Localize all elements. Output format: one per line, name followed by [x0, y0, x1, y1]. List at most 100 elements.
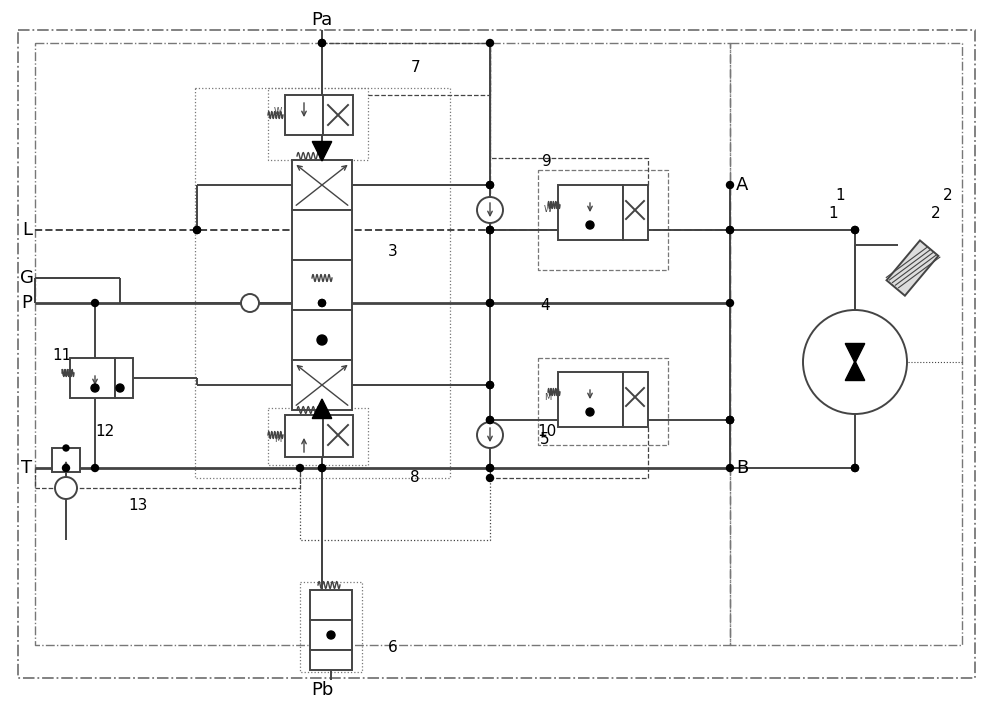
Circle shape — [318, 299, 326, 306]
Circle shape — [318, 40, 326, 47]
Bar — [292, 160, 352, 210]
Circle shape — [477, 197, 503, 223]
Text: T: T — [21, 459, 33, 477]
Text: 5: 5 — [540, 432, 550, 447]
Bar — [285, 95, 323, 135]
Bar — [292, 310, 352, 360]
Text: 4: 4 — [540, 298, 550, 313]
Circle shape — [726, 464, 734, 471]
Circle shape — [726, 416, 734, 423]
Bar — [52, 448, 80, 472]
Polygon shape — [312, 399, 332, 418]
Circle shape — [55, 477, 77, 499]
Circle shape — [726, 416, 734, 423]
Text: 1: 1 — [835, 189, 845, 203]
Circle shape — [726, 416, 734, 423]
Text: 11: 11 — [52, 347, 72, 362]
Circle shape — [317, 335, 327, 345]
Circle shape — [726, 182, 734, 189]
Bar — [310, 650, 352, 670]
Circle shape — [852, 464, 858, 471]
Text: M: M — [274, 435, 282, 445]
Circle shape — [194, 226, 200, 233]
Bar — [623, 185, 648, 240]
Circle shape — [486, 182, 494, 189]
Text: 13: 13 — [128, 498, 148, 513]
Bar — [292, 260, 352, 310]
Polygon shape — [312, 142, 332, 161]
Circle shape — [318, 464, 326, 471]
Bar — [323, 95, 353, 135]
Circle shape — [486, 464, 494, 471]
Text: L: L — [22, 221, 32, 239]
Bar — [310, 590, 352, 620]
Circle shape — [486, 474, 494, 481]
Circle shape — [318, 299, 326, 306]
Circle shape — [92, 299, 98, 306]
Bar — [292, 360, 352, 410]
Circle shape — [726, 226, 734, 233]
Text: B: B — [736, 459, 748, 477]
Text: Pa: Pa — [311, 11, 333, 29]
Circle shape — [318, 40, 326, 47]
Text: 1: 1 — [828, 206, 838, 220]
Bar — [115, 358, 133, 398]
Circle shape — [194, 226, 200, 233]
Circle shape — [486, 299, 494, 306]
Text: 7: 7 — [411, 60, 421, 75]
Circle shape — [486, 299, 494, 306]
Circle shape — [91, 384, 99, 392]
Circle shape — [116, 384, 124, 392]
Circle shape — [486, 381, 494, 389]
Bar — [292, 210, 352, 260]
Circle shape — [486, 40, 494, 47]
Bar — [558, 372, 623, 427]
Circle shape — [726, 299, 734, 306]
Polygon shape — [845, 343, 865, 363]
Text: M: M — [544, 393, 552, 401]
Text: Pb: Pb — [311, 681, 333, 699]
Text: W: W — [274, 108, 282, 116]
Circle shape — [852, 464, 858, 471]
Circle shape — [318, 464, 326, 471]
Bar — [310, 620, 352, 650]
Circle shape — [486, 464, 494, 471]
Circle shape — [62, 464, 70, 471]
Circle shape — [486, 416, 494, 423]
Circle shape — [477, 422, 503, 448]
Bar — [323, 415, 353, 457]
Circle shape — [486, 226, 494, 233]
Circle shape — [92, 464, 98, 471]
Text: 9: 9 — [542, 155, 552, 169]
Text: 10: 10 — [537, 425, 557, 440]
Circle shape — [486, 381, 494, 389]
Text: W: W — [544, 206, 552, 215]
Circle shape — [852, 226, 858, 233]
Circle shape — [296, 464, 304, 471]
Bar — [70, 358, 115, 398]
Circle shape — [852, 226, 858, 233]
Text: 6: 6 — [388, 640, 398, 656]
Text: W: W — [61, 369, 69, 377]
Circle shape — [486, 226, 494, 233]
Polygon shape — [845, 361, 865, 381]
Bar — [887, 240, 938, 296]
Circle shape — [586, 221, 594, 229]
Text: 12: 12 — [95, 425, 115, 440]
Circle shape — [486, 416, 494, 423]
Text: 8: 8 — [410, 471, 420, 486]
Bar — [285, 415, 323, 457]
Circle shape — [486, 182, 494, 189]
Text: 3: 3 — [388, 245, 398, 259]
Text: 2: 2 — [931, 206, 941, 220]
Circle shape — [726, 226, 734, 233]
Text: G: G — [20, 269, 34, 287]
Text: P: P — [22, 294, 32, 312]
Circle shape — [586, 408, 594, 416]
Circle shape — [63, 445, 69, 451]
Circle shape — [486, 226, 494, 233]
Text: 2: 2 — [943, 189, 953, 203]
Bar — [623, 372, 648, 427]
Circle shape — [327, 631, 335, 639]
Text: A: A — [736, 176, 748, 194]
